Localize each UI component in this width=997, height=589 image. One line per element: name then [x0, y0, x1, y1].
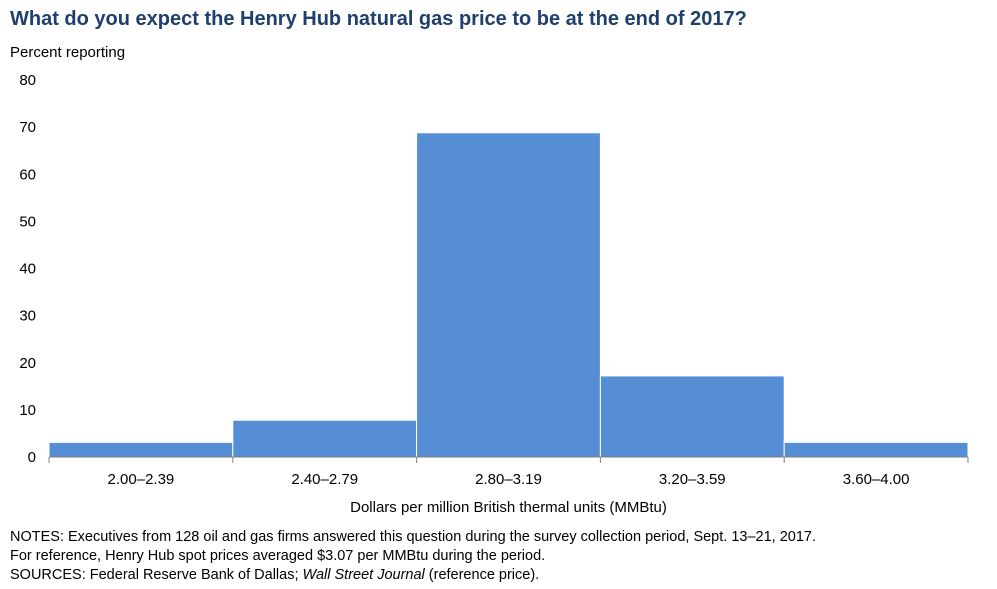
y-axis-label: Percent reporting	[10, 44, 126, 61]
bar	[232, 419, 418, 458]
y-tick-label: 30	[19, 308, 36, 325]
y-tick-label: 50	[19, 213, 36, 230]
x-tick-label: 3.60–4.00	[843, 471, 910, 488]
sources-suffix: (reference price).	[424, 567, 540, 583]
bars	[48, 132, 969, 458]
bar	[783, 441, 969, 458]
y-tick-label: 60	[19, 166, 36, 183]
y-tick-label: 10	[19, 402, 36, 419]
x-tick-label: 2.40–2.79	[291, 471, 358, 488]
y-tick-label: 0	[28, 449, 36, 466]
y-tick-label: 80	[19, 72, 36, 89]
y-tick-label: 20	[19, 355, 36, 372]
sources-italic: Wall Street Journal	[302, 567, 425, 583]
sources-line: SOURCES: Federal Reserve Bank of Dallas;…	[10, 566, 816, 585]
x-tick-label: 2.80–3.19	[475, 471, 542, 488]
y-axis-ticks: 0 10 20 30 40 50 60 70 80	[19, 72, 36, 466]
x-tick-label: 2.00–2.39	[108, 471, 175, 488]
x-tick-label: 3.20–3.59	[659, 471, 726, 488]
y-tick-label: 40	[19, 261, 36, 278]
x-axis-label: Dollars per million British thermal unit…	[350, 499, 667, 516]
bar	[599, 375, 785, 458]
y-tick-label: 70	[19, 119, 36, 136]
notes-line-1: NOTES: Executives from 128 oil and gas f…	[10, 529, 816, 545]
x-axis-tick-labels: 2.00–2.39 2.40–2.79 2.80–3.19 3.20–3.59 3.60…	[108, 471, 910, 488]
notes: NOTES: Executives from 128 oil and gas f…	[10, 528, 816, 585]
x-axis	[48, 456, 969, 463]
bar	[416, 132, 601, 458]
bar	[48, 441, 234, 458]
sources-prefix: SOURCES: Federal Reserve Bank of Dallas;	[10, 567, 303, 583]
notes-line-2: For reference, Henry Hub spot prices ave…	[10, 548, 546, 564]
chart-title: What do you expect the Henry Hub natural…	[10, 8, 747, 30]
